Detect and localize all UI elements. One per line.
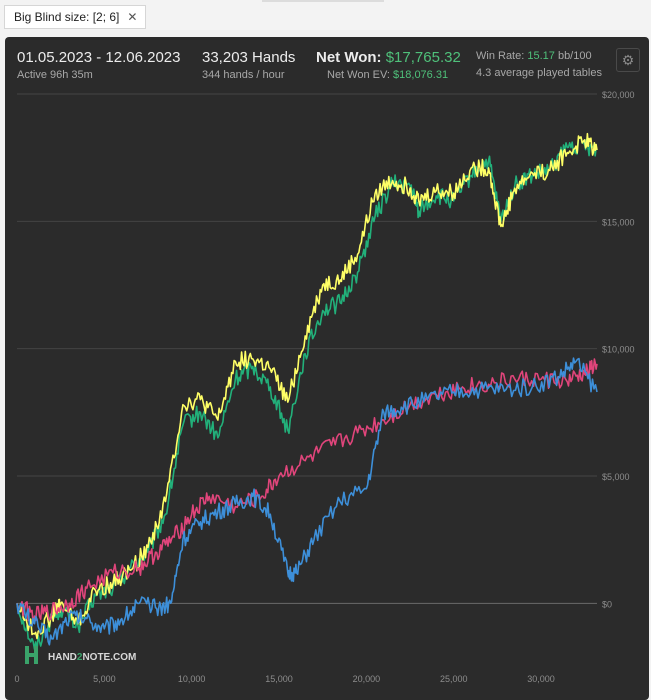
net-won-label: Net Won: xyxy=(316,49,386,66)
date-range[interactable]: 01.05.2023 - 12.06.2023 xyxy=(17,49,181,66)
net-won-ev-value: $18,076.31 xyxy=(393,69,449,81)
chart-series xyxy=(16,132,598,651)
win-rate: Win Rate: 15.17 bb/100 xyxy=(476,50,592,62)
avg-played-tables: 4.3 average played tables xyxy=(476,67,602,79)
filter-bar: Big Blind size: [2; 6] ✕ xyxy=(0,0,651,34)
active-time: Active 96h 35m xyxy=(17,69,93,81)
series-line[interactable] xyxy=(16,136,598,651)
net-won-ev: Net Won EV: $18,076.31 xyxy=(327,69,448,81)
gear-icon[interactable]: ⚙ xyxy=(616,48,640,72)
logo-text: HAND2NOTE.COM xyxy=(48,652,136,663)
filter-chip-label: Big Blind size: [2; 6] xyxy=(14,10,120,24)
x-tick-label: 15,000 xyxy=(265,674,293,684)
chart-grid xyxy=(17,93,597,604)
x-tick-label: 20,000 xyxy=(353,674,381,684)
y-tick-label: $10,000 xyxy=(602,345,635,355)
results-chart: $0 $5,000 $10,000 $15,000 $20,000 0 5,000 10,0… xyxy=(14,90,635,684)
y-tick-label: $20,000 xyxy=(602,90,635,100)
series-line[interactable] xyxy=(16,358,598,624)
x-tick-label: 10,000 xyxy=(178,674,206,684)
win-rate-label: Win Rate: xyxy=(476,50,528,62)
x-tick-label: 0 xyxy=(14,674,19,684)
hands-per-hour: 344 hands / hour xyxy=(202,69,285,81)
x-tick-label: 5,000 xyxy=(93,674,116,684)
close-icon[interactable]: ✕ xyxy=(127,10,138,24)
hands-count: 33,203 Hands xyxy=(202,49,296,66)
series-line[interactable] xyxy=(16,132,598,640)
x-tick-label: 30,000 xyxy=(527,674,555,684)
logo-mark xyxy=(25,653,38,657)
hand2note-logo: HAND2NOTE.COM xyxy=(25,646,136,664)
net-won: Net Won: $17,765.32 xyxy=(316,49,461,66)
x-tick-label: 25,000 xyxy=(440,674,468,684)
win-rate-unit: bb/100 xyxy=(554,50,592,62)
net-won-value: $17,765.32 xyxy=(385,49,461,66)
filter-chip-big-blind[interactable]: Big Blind size: [2; 6] ✕ xyxy=(4,5,147,29)
net-won-ev-label: Net Won EV: xyxy=(327,69,394,81)
y-tick-label: $5,000 xyxy=(602,472,630,482)
top-strip xyxy=(262,0,384,2)
results-graph-panel: 01.05.2023 - 12.06.2023 Active 96h 35m 3… xyxy=(5,37,649,700)
y-tick-label: $15,000 xyxy=(602,217,635,227)
win-rate-value: 15.17 xyxy=(527,50,555,62)
series-line[interactable] xyxy=(16,357,598,646)
x-axis-ticks: 0 5,000 10,000 15,000 20,000 25,000 30,000 xyxy=(14,674,554,684)
y-tick-label: $0 xyxy=(602,599,612,609)
y-axis-ticks: $0 $5,000 $10,000 $15,000 $20,000 xyxy=(602,90,635,609)
